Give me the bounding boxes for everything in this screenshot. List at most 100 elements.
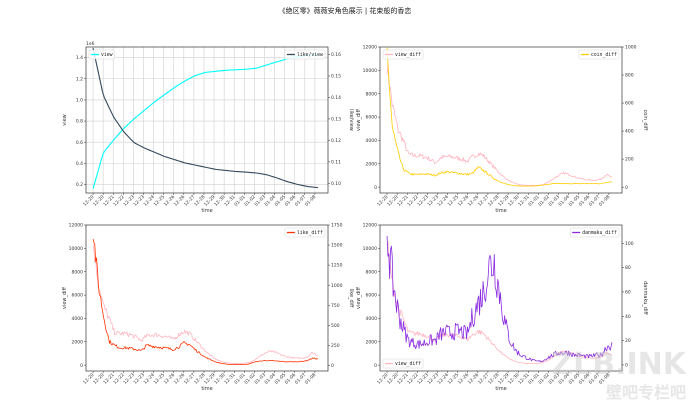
- legend-label: like_diff: [297, 230, 323, 236]
- y-tick-label: 8000: [366, 91, 378, 97]
- y-tick-label: 12000: [363, 223, 377, 229]
- series-line-like-view: [92, 47, 318, 189]
- y-axis-label: view_diff: [356, 286, 362, 309]
- y-right-axis-label: danmaku_diff: [642, 281, 648, 315]
- y-right-tick-label: 1750: [331, 223, 343, 229]
- y-right-tick-label: 40: [625, 314, 631, 320]
- legend-label: view_diff: [395, 52, 421, 58]
- series-line-like-diff: [92, 238, 319, 366]
- series-line-view: [92, 53, 318, 189]
- y-right-axis-label: like/view: [348, 109, 354, 131]
- axes-frame: [379, 224, 623, 372]
- legend-box: [578, 49, 620, 60]
- y-right-tick-label: 0: [331, 363, 334, 369]
- y-tick-label: 10000: [69, 246, 83, 252]
- x-axis-label: time: [495, 208, 506, 214]
- axes-frame: [85, 46, 329, 194]
- y-tick-label: 0: [80, 363, 83, 369]
- y-axis-label: view_diff: [356, 108, 362, 131]
- y-tick-label: 0.4: [76, 161, 83, 167]
- legend-view: view: [88, 49, 115, 60]
- y-right-tick-label: 200: [625, 157, 634, 163]
- y-tick-label: 6000: [366, 115, 378, 121]
- legend-coin-diff: coin_diff: [578, 49, 620, 60]
- legend-label: coin_diff: [591, 52, 617, 58]
- y-right-tick-label: 80: [625, 265, 631, 271]
- y-tick-label: 2000: [366, 161, 378, 167]
- legend-box: [382, 49, 424, 60]
- y-tick-label: 4000: [72, 316, 84, 322]
- y-tick-label: 1.4: [76, 55, 83, 61]
- x-tick-label: 01-08: [304, 372, 318, 386]
- y-tick-label: 1.2: [76, 76, 83, 82]
- y-tick-label: 0.2: [76, 182, 83, 188]
- axes-frame: [379, 46, 623, 194]
- y-tick-label: 0.6: [76, 140, 83, 146]
- y-right-tick-label: 0.15: [331, 74, 341, 80]
- watermark-line1: ZLB.INK: [551, 347, 686, 382]
- subplot-2: 12-2012-2012-2112-2212-2312-2312-2412-25…: [356, 45, 648, 214]
- y-right-tick-label: 1000: [331, 283, 343, 289]
- y-right-tick-label: 250: [331, 343, 340, 349]
- subplot-1: 12-2012-2012-2112-2212-2312-2312-2412-25…: [62, 41, 354, 214]
- legend-danmaku-diff: danmaku_diff: [570, 227, 620, 238]
- offset-text: 1e6: [86, 41, 95, 47]
- y-tick-label: 6000: [366, 293, 378, 299]
- watermark: ZLB.INK 壁吧专栏吧: [551, 350, 686, 407]
- y-right-tick-label: 0.12: [331, 138, 341, 144]
- watermark-line2: 壁吧专栏吧: [605, 383, 686, 402]
- figure-title: 《绝区零》薇薇安角色展示 | 花束般的香恋: [278, 7, 412, 15]
- legend-label: danmaku_diff: [582, 230, 617, 236]
- y-right-tick-label: 0.14: [331, 95, 341, 101]
- x-axis-label: time: [495, 386, 506, 392]
- y-right-axis-label: like_diff: [348, 288, 354, 308]
- y-right-tick-label: 60: [625, 290, 631, 296]
- series-line-danmaku-diff: [386, 235, 613, 363]
- y-right-tick-label: 800: [625, 73, 634, 79]
- series-line-view-diff: [92, 244, 318, 364]
- y-right-tick-label: 0.10: [331, 181, 341, 187]
- y-right-tick-label: 1250: [331, 263, 343, 269]
- y-tick-label: 0: [374, 363, 377, 369]
- y-right-tick-label: 1500: [331, 243, 343, 249]
- y-right-tick-label: 0: [625, 185, 628, 191]
- y-tick-label: 10000: [363, 246, 377, 252]
- y-right-tick-label: 400: [625, 129, 634, 135]
- y-tick-label: 12000: [363, 45, 377, 51]
- axes-frame: [85, 224, 329, 372]
- legend-label: view_diff: [395, 361, 421, 367]
- x-tick-label: 01-08: [304, 194, 318, 208]
- legend-view-diff: view_diff: [382, 49, 424, 60]
- y-tick-label: 2000: [366, 339, 378, 345]
- y-right-tick-label: 100: [625, 241, 634, 247]
- y-tick-label: 6000: [72, 293, 84, 299]
- legend-label: view: [101, 52, 113, 58]
- series-line-view-diff: [386, 62, 613, 186]
- y-tick-label: 10000: [363, 68, 377, 74]
- y-axis-label: view: [62, 114, 68, 126]
- y-right-tick-label: 0.16: [331, 52, 341, 58]
- legend-like-diff: like_diff: [284, 227, 326, 238]
- x-axis-label: time: [201, 386, 212, 392]
- y-tick-label: 0: [374, 185, 377, 191]
- y-tick-label: 4000: [366, 316, 378, 322]
- legend-box: [284, 227, 326, 238]
- y-right-tick-label: 750: [331, 303, 340, 309]
- legend-like-view: like/view: [284, 49, 326, 60]
- y-tick-label: 0.8: [76, 119, 83, 125]
- x-tick-label: 01-08: [598, 194, 612, 208]
- y-axis-label: view_diff: [62, 286, 68, 309]
- y-right-tick-label: 600: [625, 101, 634, 107]
- y-tick-label: 8000: [366, 269, 378, 275]
- y-right-tick-label: 20: [625, 338, 631, 344]
- legend-box: [570, 227, 620, 238]
- legend-box: [88, 49, 115, 60]
- y-tick-label: 1.0: [76, 97, 83, 103]
- legend-box: [284, 49, 326, 60]
- y-right-axis-label: coin_diff: [642, 110, 648, 131]
- y-right-tick-label: 0.11: [331, 159, 341, 165]
- y-tick-label: 12000: [69, 223, 83, 229]
- y-right-tick-label: 1000: [625, 45, 637, 51]
- y-tick-label: 4000: [366, 138, 378, 144]
